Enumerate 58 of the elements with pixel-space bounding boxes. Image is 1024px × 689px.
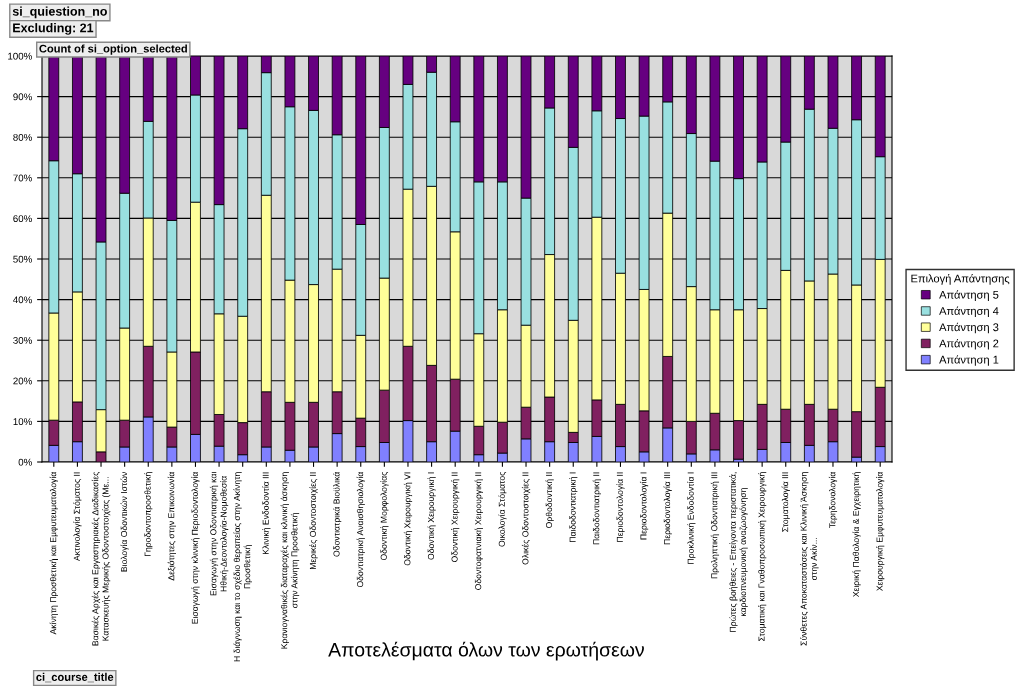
y-tick-label: 0%	[18, 458, 32, 466]
x-tick-label: Η διάγνωση και το σχέδιο θεραπείας στην Ακίνητη Προσθετική	[233, 472, 252, 662]
x-tick-label: Οδοντική Χειρουργική VI	[403, 472, 413, 566]
x-tick-label: Βιολογία Οδοντικών Ιστών	[120, 472, 129, 572]
x-tick-label: Ορθοδοντική ΙΙ	[545, 472, 554, 528]
x-tick-label: Παιδοδοντιατρική ΙΙ	[592, 472, 601, 545]
x-tick-label: Βασικές Αρχές και Εργαστηριακές Διαδικασίες Κατασκευής Μερικής Οδοντοστοιχίας (Με...	[91, 471, 111, 646]
x-tick-label: Κλινική Ενδοδοντία ΙΙΙ	[262, 472, 271, 555]
x-tick-label: Ακτινολογία Στόματος ΙΙ	[73, 472, 82, 561]
legend-label: Απάντηση 3	[939, 322, 999, 334]
legend-label: Απάντηση 4	[939, 306, 999, 318]
y-tick-label: 60%	[13, 215, 32, 223]
text: Count of si_option_selected	[39, 44, 187, 55]
y-tick-label: 30%	[13, 336, 32, 344]
x-tick-label: Δεξιότητες στην Επικοινωνία	[167, 471, 176, 581]
x-tick-label: Ολικές Οδοντοστοιχίες ΙΙ	[521, 472, 531, 565]
x-tick-label: Κρανιογναθικές διαταραχές και κλινική άσκηση στην Ακίνητη Προσθετική	[280, 472, 300, 649]
x-tick-label: Σύνθετες Αποκαταστάσεις και Κλινική Άσκηση στην Ακίν...	[800, 472, 819, 646]
y-tick-label: 20%	[13, 377, 32, 385]
x-tick-label: Περιοδοντολογία ΙΙ	[616, 472, 625, 542]
x-tick-label: Παιδοδοντιατρική Ι	[569, 472, 578, 542]
x-tick-label: Οδοντική Χειρουργική Ι	[427, 472, 436, 560]
x-tick-label: Περιοδοντολογία ΙΙΙ	[663, 472, 672, 545]
y-tick-label: 100%	[8, 52, 32, 60]
y-tick-label: 50%	[13, 255, 32, 263]
x-tick-label: Γηροδοντοπροσθετική	[144, 472, 153, 557]
x-tick-label: Μερικές Οδοντοστοιχίες ΙΙ	[309, 472, 318, 570]
x-tick-label: Οδοντιατρικά Βιοϋλικά	[333, 471, 342, 557]
x-tick-label: Προληπτική Οδοντιατρική ΙΙΙ	[710, 472, 720, 579]
legend-label: Απάντηση 1	[939, 355, 999, 366]
x-tick-label: Χειρουργική Εμφυτευματολογία	[876, 471, 885, 591]
text: Excluding: 21	[13, 23, 94, 35]
legend-label: Απάντηση 5	[939, 290, 999, 301]
y-tick-label: 40%	[13, 296, 32, 304]
x-tick-label: Στοματολογία ΙΙΙ	[781, 472, 790, 532]
legend-label: Απάντηση 2	[939, 338, 999, 350]
text: Αποτελέσματα όλων των ερωτήσεων	[328, 641, 644, 661]
y-tick-label: 10%	[13, 418, 32, 426]
y-tick-label: 90%	[13, 93, 32, 101]
x-tick-label: Προκλινική Ενδοδοντία Ι	[687, 472, 696, 564]
x-tick-label: Οδοντική Μορφολογίας	[380, 471, 389, 561]
text: ci_course_title	[36, 672, 114, 683]
legend-title: Επιλογή Απάντησης	[911, 273, 1010, 285]
x-tick-label: Τερηδονολογία	[828, 471, 838, 529]
x-tick-label: Οδοντοφατνιακή Χειρουργική ΙΙ	[474, 472, 483, 590]
text: si_quiestion_no	[12, 6, 107, 19]
x-tick-label: Πρώτες βοήθειες - Επείγοντα περιστατικά, καρδιοπνευμονική αναζωογόνηση	[729, 472, 748, 632]
x-tick-label: Χειρική Παθολογία & Εγχειρητική	[852, 472, 861, 598]
x-tick-label: Οδοντική Χειρουργική ΙΙ	[451, 472, 460, 562]
x-tick-label: Εισαγωγή στην κλινική Περιοδοντολογία	[191, 471, 200, 624]
x-tick-label: Περιοδοντολογία Ι	[639, 472, 649, 540]
x-tick-label: Οδοντιατρική Αναισθησιολογία	[356, 471, 365, 588]
x-tick-label: Ακίνητη Προσθετική και Εμφυτευματολογία	[49, 471, 58, 635]
y-tick-label: 80%	[13, 133, 32, 141]
x-tick-label: Οικολογία Στόματος	[498, 471, 507, 547]
x-tick-label: Στοματική και Γναθοπροσωπική Χειρουργική	[758, 472, 767, 641]
y-tick-label: 70%	[13, 174, 32, 182]
x-tick-label: Εισαγωγή στην Οδοντιατρική και Ηθική-Δεοντολογία-Νομοθεσία	[209, 471, 229, 596]
